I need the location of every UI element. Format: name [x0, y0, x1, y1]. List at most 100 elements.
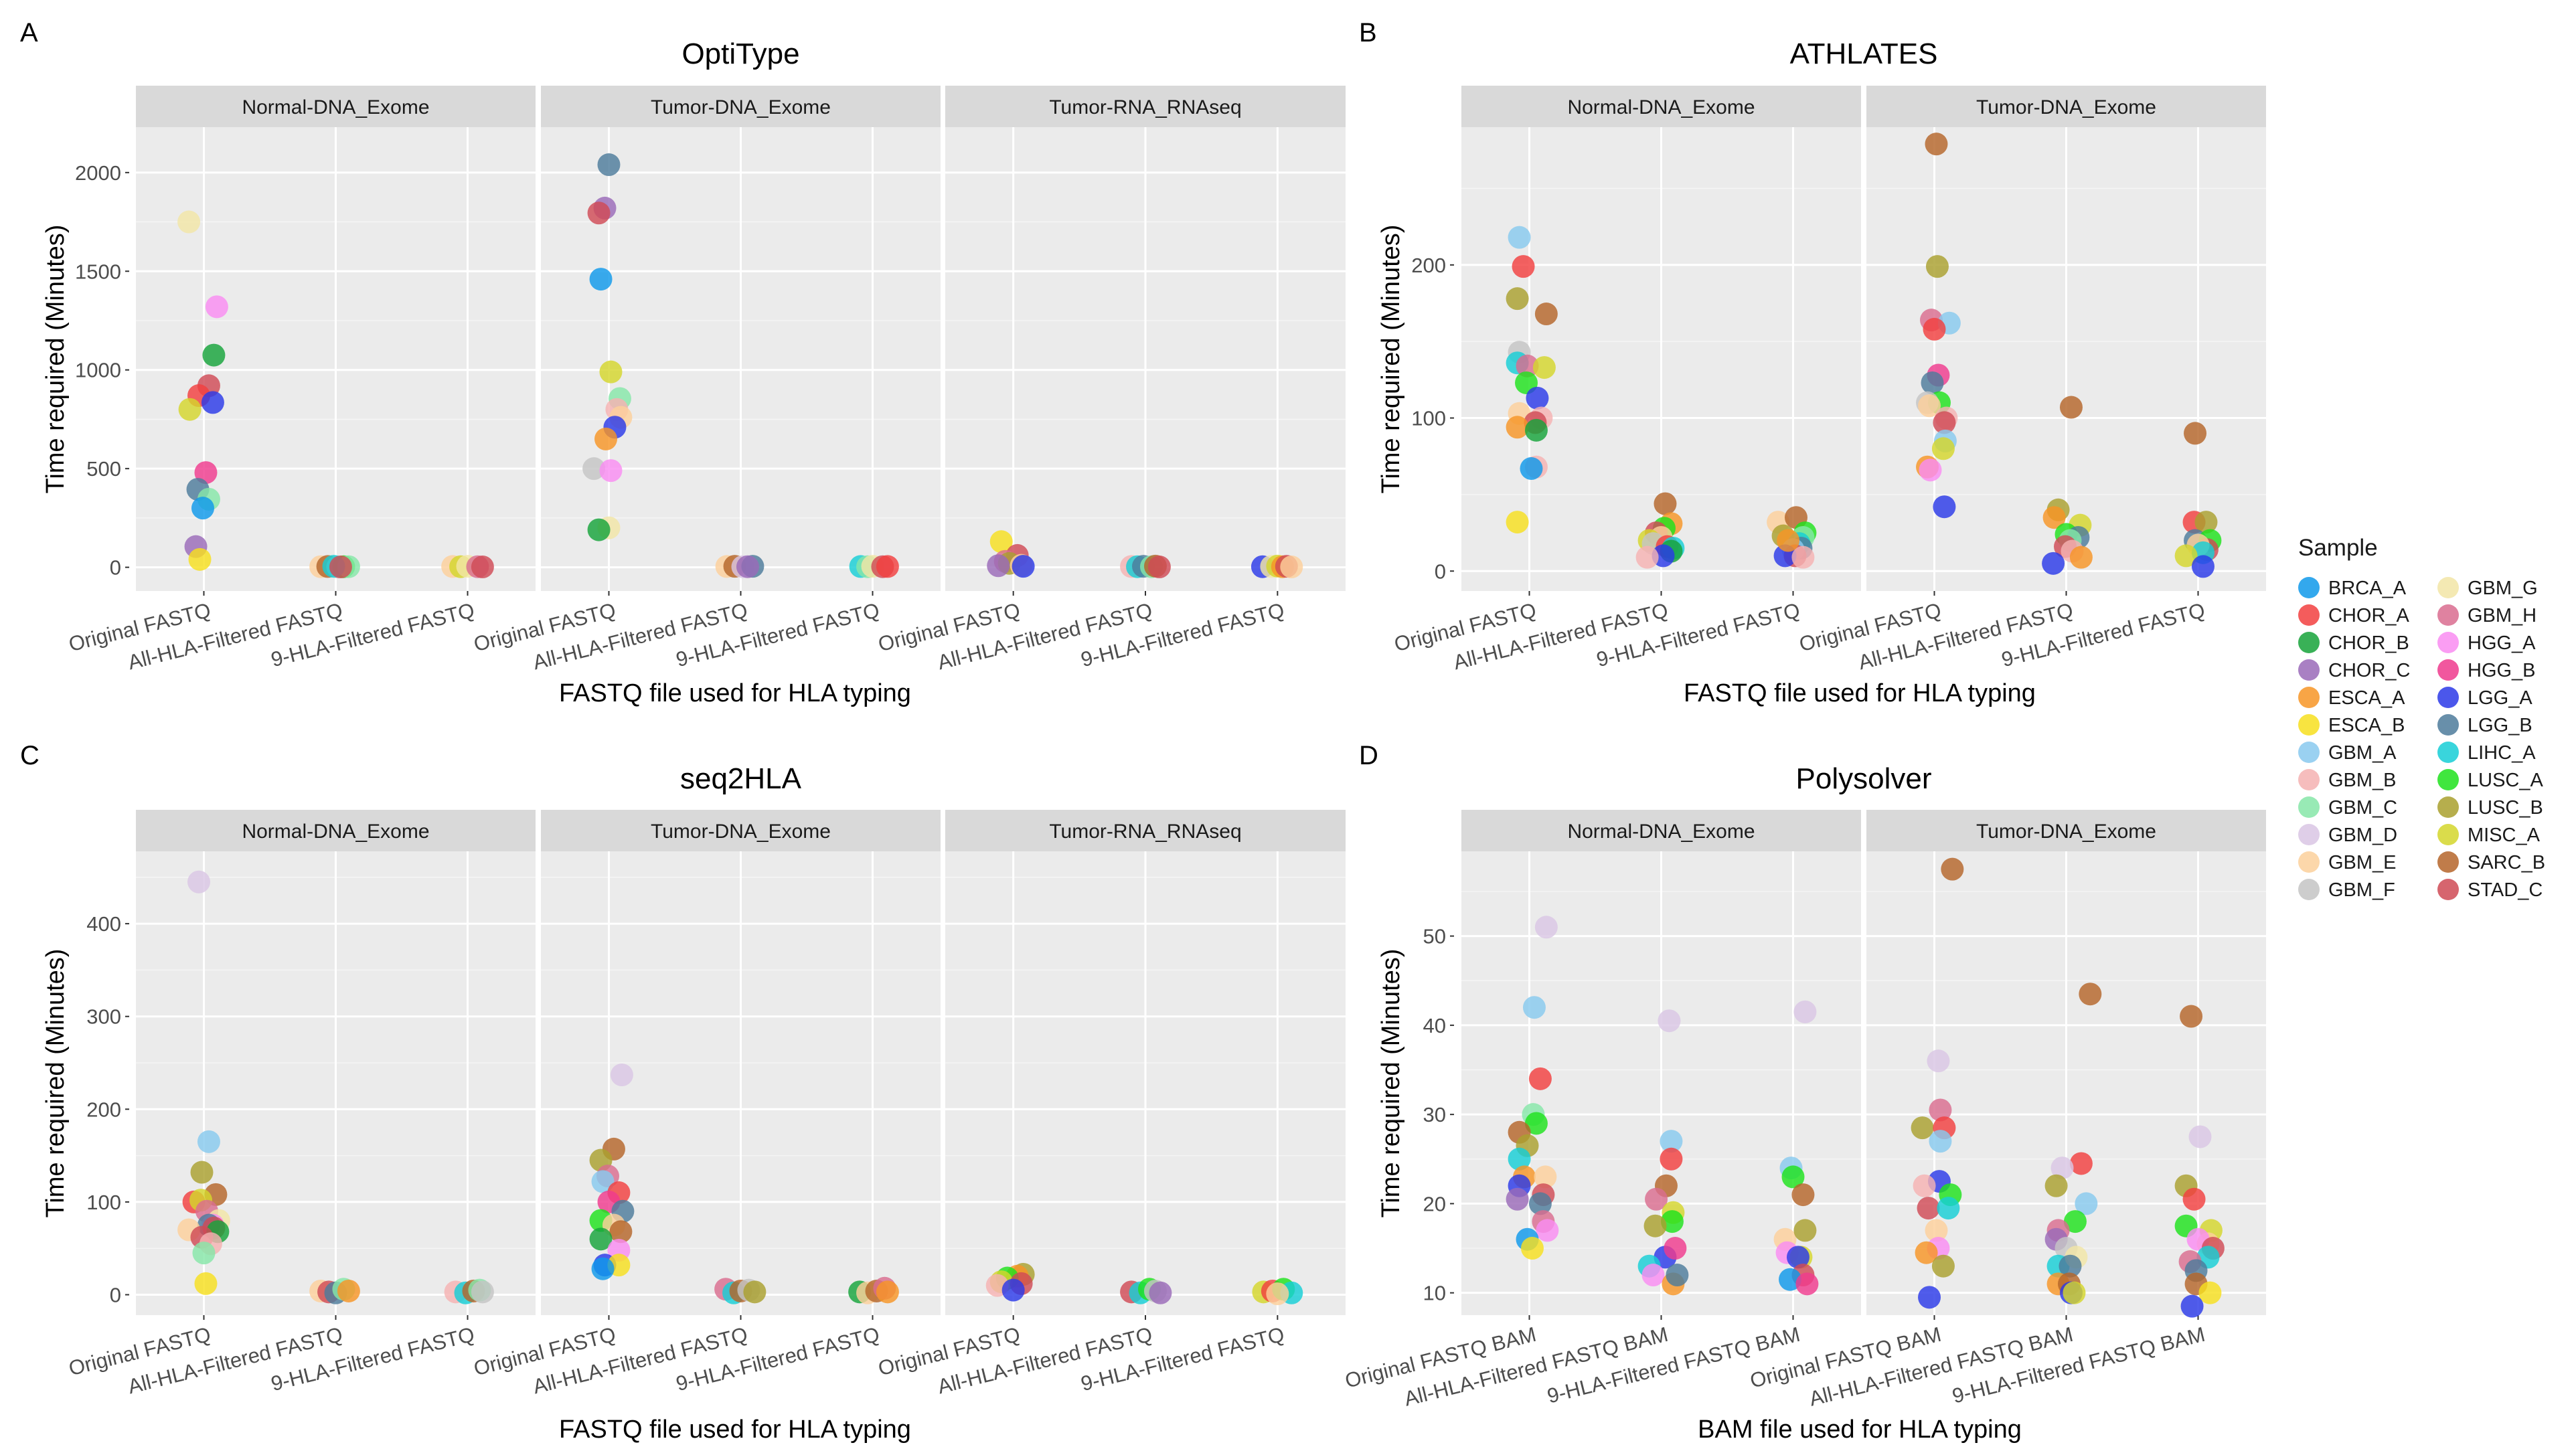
data-point-HGG_A — [599, 459, 623, 483]
data-point-LGG_A — [2180, 1294, 2204, 1318]
data-point-GBM_B — [1913, 1174, 1936, 1197]
data-point-LUSC_B — [743, 1280, 767, 1304]
facet-strip — [1866, 810, 2266, 851]
panel-title: Polysolver — [1796, 762, 1932, 795]
data-point-ESCA_B — [194, 1272, 218, 1295]
data-point-MISC_A — [2063, 1281, 2086, 1304]
y-tick-label: 30 — [1423, 1103, 1446, 1126]
y-axis-label: Time required (Minutes) — [1377, 949, 1405, 1218]
data-point-STAD_C — [587, 201, 611, 225]
data-point-ESCA_B — [2198, 1281, 2222, 1304]
panel-letter: D — [1359, 741, 1378, 770]
facet-strip — [136, 86, 536, 127]
x-tick-label: All-HLA-Filtered FASTQ — [125, 598, 345, 675]
data-point-CHOR_B — [587, 518, 611, 541]
data-point-CHOR_C — [1149, 1281, 1172, 1304]
data-point-GBM_D — [1793, 1000, 1817, 1023]
data-point-BRCA_A — [1520, 457, 1543, 481]
data-point-CHOR_B — [589, 1227, 613, 1251]
data-point-GBM_E — [1925, 1219, 1948, 1242]
data-point-ESCA_A — [2069, 545, 2093, 569]
legend-label-LUSC_B: LUSC_B — [2468, 797, 2543, 819]
legend-label-GBM_H: GBM_H — [2468, 605, 2537, 626]
x-tick-label: All-HLA-Filtered FASTQ — [1451, 598, 1670, 675]
legend-label-SARC_B: SARC_B — [2468, 852, 2545, 873]
legend-swatch-LUSC_B — [2437, 796, 2459, 818]
legend-label-LIHC_A: LIHC_A — [2468, 742, 2536, 764]
data-point-GBM_H — [1929, 1098, 1952, 1122]
data-point-LGG_A — [1526, 386, 1549, 410]
data-point-HGG_B — [1795, 1272, 1819, 1296]
legend-swatch-BRCA_A — [2298, 577, 2320, 598]
data-point-SARC_B — [2184, 422, 2207, 445]
legend-swatch-HGG_A — [2437, 632, 2459, 653]
y-tick-label: 200 — [1411, 254, 1446, 277]
data-point-CHOR_A — [2069, 1152, 2093, 1175]
facet-strip — [541, 810, 941, 851]
data-point-ESCA_A — [876, 1280, 899, 1304]
facet-strip — [945, 810, 1346, 851]
y-tick-label: 200 — [86, 1098, 121, 1121]
data-point-GBM_D — [2188, 1125, 2212, 1148]
data-point-SARC_B — [1941, 857, 1964, 881]
panel-letter: B — [1359, 18, 1377, 48]
data-point-SARC_B — [1534, 303, 1558, 326]
data-point-GBM_A — [1508, 226, 1531, 249]
x-tick-label: All-HLA-Filtered FASTQ — [935, 598, 1155, 675]
x-axis-label: FASTQ file used for HLA typing — [559, 1416, 911, 1444]
facet-strip — [1461, 810, 1861, 851]
data-point-MISC_A — [1931, 437, 1955, 460]
data-point-LUSC_B — [1643, 1214, 1667, 1237]
data-point-LUSC_B — [2044, 1174, 2068, 1197]
data-point-LGG_A — [2191, 555, 2215, 578]
data-point-GBM_E — [1266, 1282, 1289, 1306]
data-point-STAD_C — [1147, 556, 1171, 579]
data-point-GBM_B — [1635, 545, 1659, 569]
data-point-LUSC_A — [1781, 1165, 1805, 1189]
data-point-CHOR_B — [202, 343, 226, 367]
data-point-HGG_B — [1664, 1237, 1687, 1260]
facet-strip-label: Normal-DNA_Exome — [1567, 96, 1755, 118]
legend-label-GBM_C: GBM_C — [2328, 797, 2397, 819]
data-point-HGG_A — [1536, 1219, 1559, 1242]
data-point-GBM_D — [1534, 916, 1558, 939]
legend-label-GBM_B: GBM_B — [2328, 770, 2397, 791]
data-point-HGG_A — [1919, 458, 1942, 482]
data-point-CHOR_C — [1506, 1187, 1529, 1211]
data-point-STAD_C — [1917, 1197, 1940, 1220]
data-point-CHOR_A — [1923, 317, 1946, 341]
data-point-CHOR_A — [1660, 1147, 1683, 1171]
data-point-GBM_A — [197, 1130, 220, 1153]
legend-label-HGG_A: HGG_A — [2468, 632, 2536, 654]
legend-label-ESCA_A: ESCA_A — [2328, 687, 2405, 709]
data-point-CHOR_A — [1528, 1067, 1552, 1090]
data-point-HGG_A — [205, 295, 228, 319]
data-point-MISC_A — [178, 398, 202, 421]
data-point-GBM_A — [591, 1170, 615, 1193]
data-point-GBM_A — [2075, 1192, 2098, 1215]
legend-swatch-GBM_D — [2298, 824, 2320, 845]
data-point-LUSC_A — [2063, 1210, 2087, 1233]
data-point-ESCA_A — [594, 427, 618, 450]
legend-swatch-HGG_B — [2437, 659, 2459, 681]
legend-swatch-CHOR_C — [2298, 659, 2320, 681]
y-axis-label: Time required (Minutes) — [42, 225, 70, 494]
data-point-LUSC_B — [1506, 287, 1529, 311]
y-tick-label: 500 — [86, 457, 121, 481]
legend: Sample BRCA_A CHOR_A CHOR_B CHOR_C ESCA_A ESC… — [2298, 535, 2545, 901]
facet-strip — [1866, 86, 2266, 127]
data-point-MISC_A — [2174, 544, 2198, 568]
legend-label-HGG_B: HGG_B — [2468, 660, 2536, 681]
data-point-LGG_B — [1921, 371, 1944, 394]
data-point-LUSC_B — [1925, 255, 1949, 278]
data-point-GBM_H — [1645, 1187, 1668, 1211]
data-point-STAD_C — [329, 556, 352, 579]
legend-label-GBM_A: GBM_A — [2328, 742, 2397, 764]
legend-swatch-ESCA_B — [2298, 714, 2320, 736]
legend-swatch-GBM_H — [2437, 604, 2459, 626]
panel-letter: C — [20, 741, 39, 770]
legend-swatch-CHOR_A — [2298, 604, 2320, 626]
x-tick-label: All-HLA-Filtered FASTQ — [935, 1322, 1155, 1399]
